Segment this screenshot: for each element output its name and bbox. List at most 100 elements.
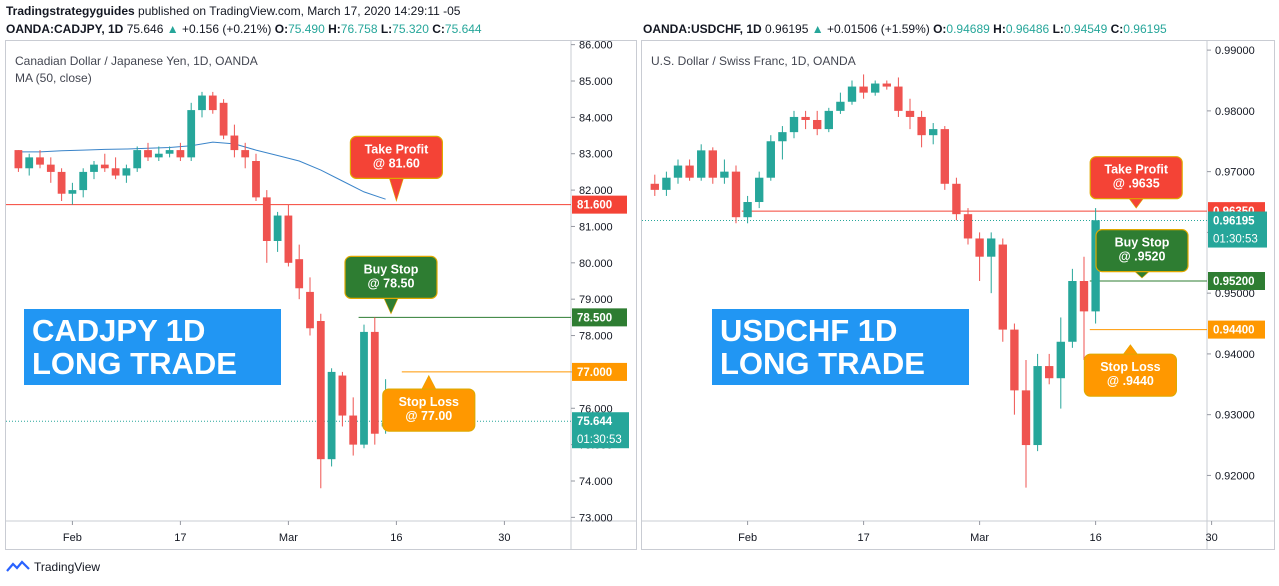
x-tick-label: 17	[857, 532, 869, 544]
candle-body	[882, 83, 891, 87]
candle-body	[975, 238, 984, 257]
candle-body	[894, 86, 903, 111]
y-tick-label: 74.000	[579, 476, 613, 488]
trade-label-text: CADJPY 1D	[32, 313, 205, 348]
c-label: C:	[1110, 22, 1124, 36]
trade-label-text: LONG TRADE	[32, 346, 237, 381]
candle-body	[1033, 366, 1042, 446]
candle-body	[650, 183, 659, 190]
usdchf-chart-panel[interactable]: 0.990000.980000.970000.960000.950000.940…	[641, 40, 1275, 550]
candle-body	[813, 119, 822, 130]
candle-body	[743, 202, 752, 218]
x-tick-label: 16	[1089, 532, 1101, 544]
candle-body	[198, 95, 206, 111]
buy-stop-callout-text: Buy Stop	[364, 262, 419, 276]
author-name[interactable]: Tradingstrategyguides	[6, 4, 135, 18]
y-tick-label: 86.000	[579, 41, 613, 52]
take-profit-callout-text: @ 81.60	[373, 156, 420, 170]
candle-body	[1056, 341, 1065, 379]
x-tick-label: Feb	[738, 532, 757, 544]
right-up-arrow-icon: ▲	[811, 22, 824, 36]
buy-stop-callout-text: Buy Stop	[1115, 236, 1170, 250]
candle-body	[859, 86, 868, 93]
take-profit-callout-pointer	[1128, 198, 1144, 209]
candle-body	[230, 135, 239, 151]
buy-stop-callout	[344, 255, 438, 299]
right-ohlc-line: OANDA:USDCHF, 1D 0.96195 ▲ +0.01506 (+1.…	[643, 22, 1167, 36]
x-tick-label: 17	[174, 532, 186, 544]
left-up-arrow-icon: ▲	[166, 22, 179, 36]
candle-body	[14, 150, 23, 169]
y-tick-label: 0.94000	[1215, 349, 1255, 361]
trade-label-text: USDCHF 1D	[720, 313, 897, 348]
last-price-tag	[572, 412, 629, 449]
right-symbol[interactable]: OANDA:USDCHF, 1D	[643, 22, 762, 36]
candle-body	[349, 415, 358, 445]
right-close: 0.96195	[1123, 22, 1167, 36]
candle-body	[46, 164, 55, 172]
left-ohlc-line: OANDA:CADJPY, 1D 75.646 ▲ +0.156 (+0.21%…	[6, 22, 482, 36]
candle-body	[871, 83, 880, 93]
take-profit-callout-text: Take Profit	[1104, 163, 1169, 177]
y-tick-label: 84.000	[579, 112, 613, 124]
trade-label-box	[712, 309, 969, 385]
candle-body	[252, 161, 260, 198]
candle-body	[327, 371, 336, 460]
last-price-tag-text: 0.96195	[1213, 216, 1255, 228]
y-tick-label: 83.000	[579, 149, 613, 161]
price-axis-tag-text: 0.94400	[1213, 325, 1255, 337]
y-tick-label: 85.000	[579, 76, 613, 88]
take-profit-callout	[349, 135, 443, 179]
left-symbol[interactable]: OANDA:CADJPY, 1D	[6, 22, 124, 36]
y-tick-label: 0.95000	[1215, 288, 1255, 300]
candle-body	[284, 215, 293, 263]
x-tick-label: 30	[1205, 532, 1217, 544]
take-profit-callout-text: @ .9635	[1113, 177, 1160, 191]
candle-body	[847, 86, 857, 102]
right-high: 0.96486	[1005, 22, 1050, 36]
usdchf-chart[interactable]: 0.990000.980000.970000.960000.950000.940…	[642, 41, 1274, 549]
candle-body	[720, 171, 729, 178]
y-tick-label: 0.97000	[1215, 167, 1255, 179]
stop-loss-callout	[1083, 353, 1177, 397]
cadjpy-chart-panel[interactable]: 86.000 85.000 84.000 83.000 82.000 81.000 80.0…	[5, 40, 637, 550]
countdown-timer: 01:30:53	[1213, 234, 1258, 246]
candle-body	[1068, 281, 1077, 342]
take-profit-callout	[1089, 156, 1183, 200]
left-open: 75.490	[288, 22, 325, 36]
candle-body	[929, 129, 938, 136]
candle-body	[940, 129, 949, 184]
candle-body	[778, 132, 787, 142]
stop-loss-callout-pointer	[421, 374, 437, 390]
tradingview-footer[interactable]: TradingView	[6, 560, 100, 574]
stop-loss-callout-pointer	[1122, 344, 1138, 355]
buy-stop-callout	[1095, 229, 1189, 273]
buy-stop-callout-text: @ .9520	[1119, 250, 1166, 264]
last-price-tag	[1208, 211, 1267, 248]
x-tick-label: 16	[390, 532, 402, 544]
y-tick-label: 81.000	[579, 221, 613, 233]
candle-body	[316, 321, 325, 460]
candle-body	[1045, 366, 1054, 379]
stop-loss-callout	[382, 388, 476, 432]
candle-body	[133, 150, 142, 169]
candle-body	[824, 110, 833, 130]
left-high: 76.758	[340, 22, 378, 36]
cadjpy-chart[interactable]: 86.000 85.000 84.000 83.000 82.000 81.000 80.0…	[6, 40, 636, 549]
candle-body	[25, 157, 34, 169]
o-label: O:	[933, 22, 947, 36]
candle-body	[1021, 390, 1031, 446]
candle-body	[176, 150, 185, 158]
buy-stop-callout-pointer	[1134, 271, 1150, 279]
candle-body	[952, 183, 961, 215]
candle-body	[338, 375, 347, 416]
candle-body	[154, 153, 163, 158]
price-axis-tag	[1208, 320, 1265, 339]
y-tick-label: 73.000	[579, 512, 613, 524]
trade-label-box	[24, 309, 281, 385]
candle-body	[360, 331, 368, 445]
candle-body	[1010, 329, 1019, 391]
l-label: L:	[1052, 22, 1064, 36]
left-change: +0.156 (+0.21%)	[181, 22, 272, 36]
price-axis-tag-text: 78.500	[577, 312, 612, 324]
